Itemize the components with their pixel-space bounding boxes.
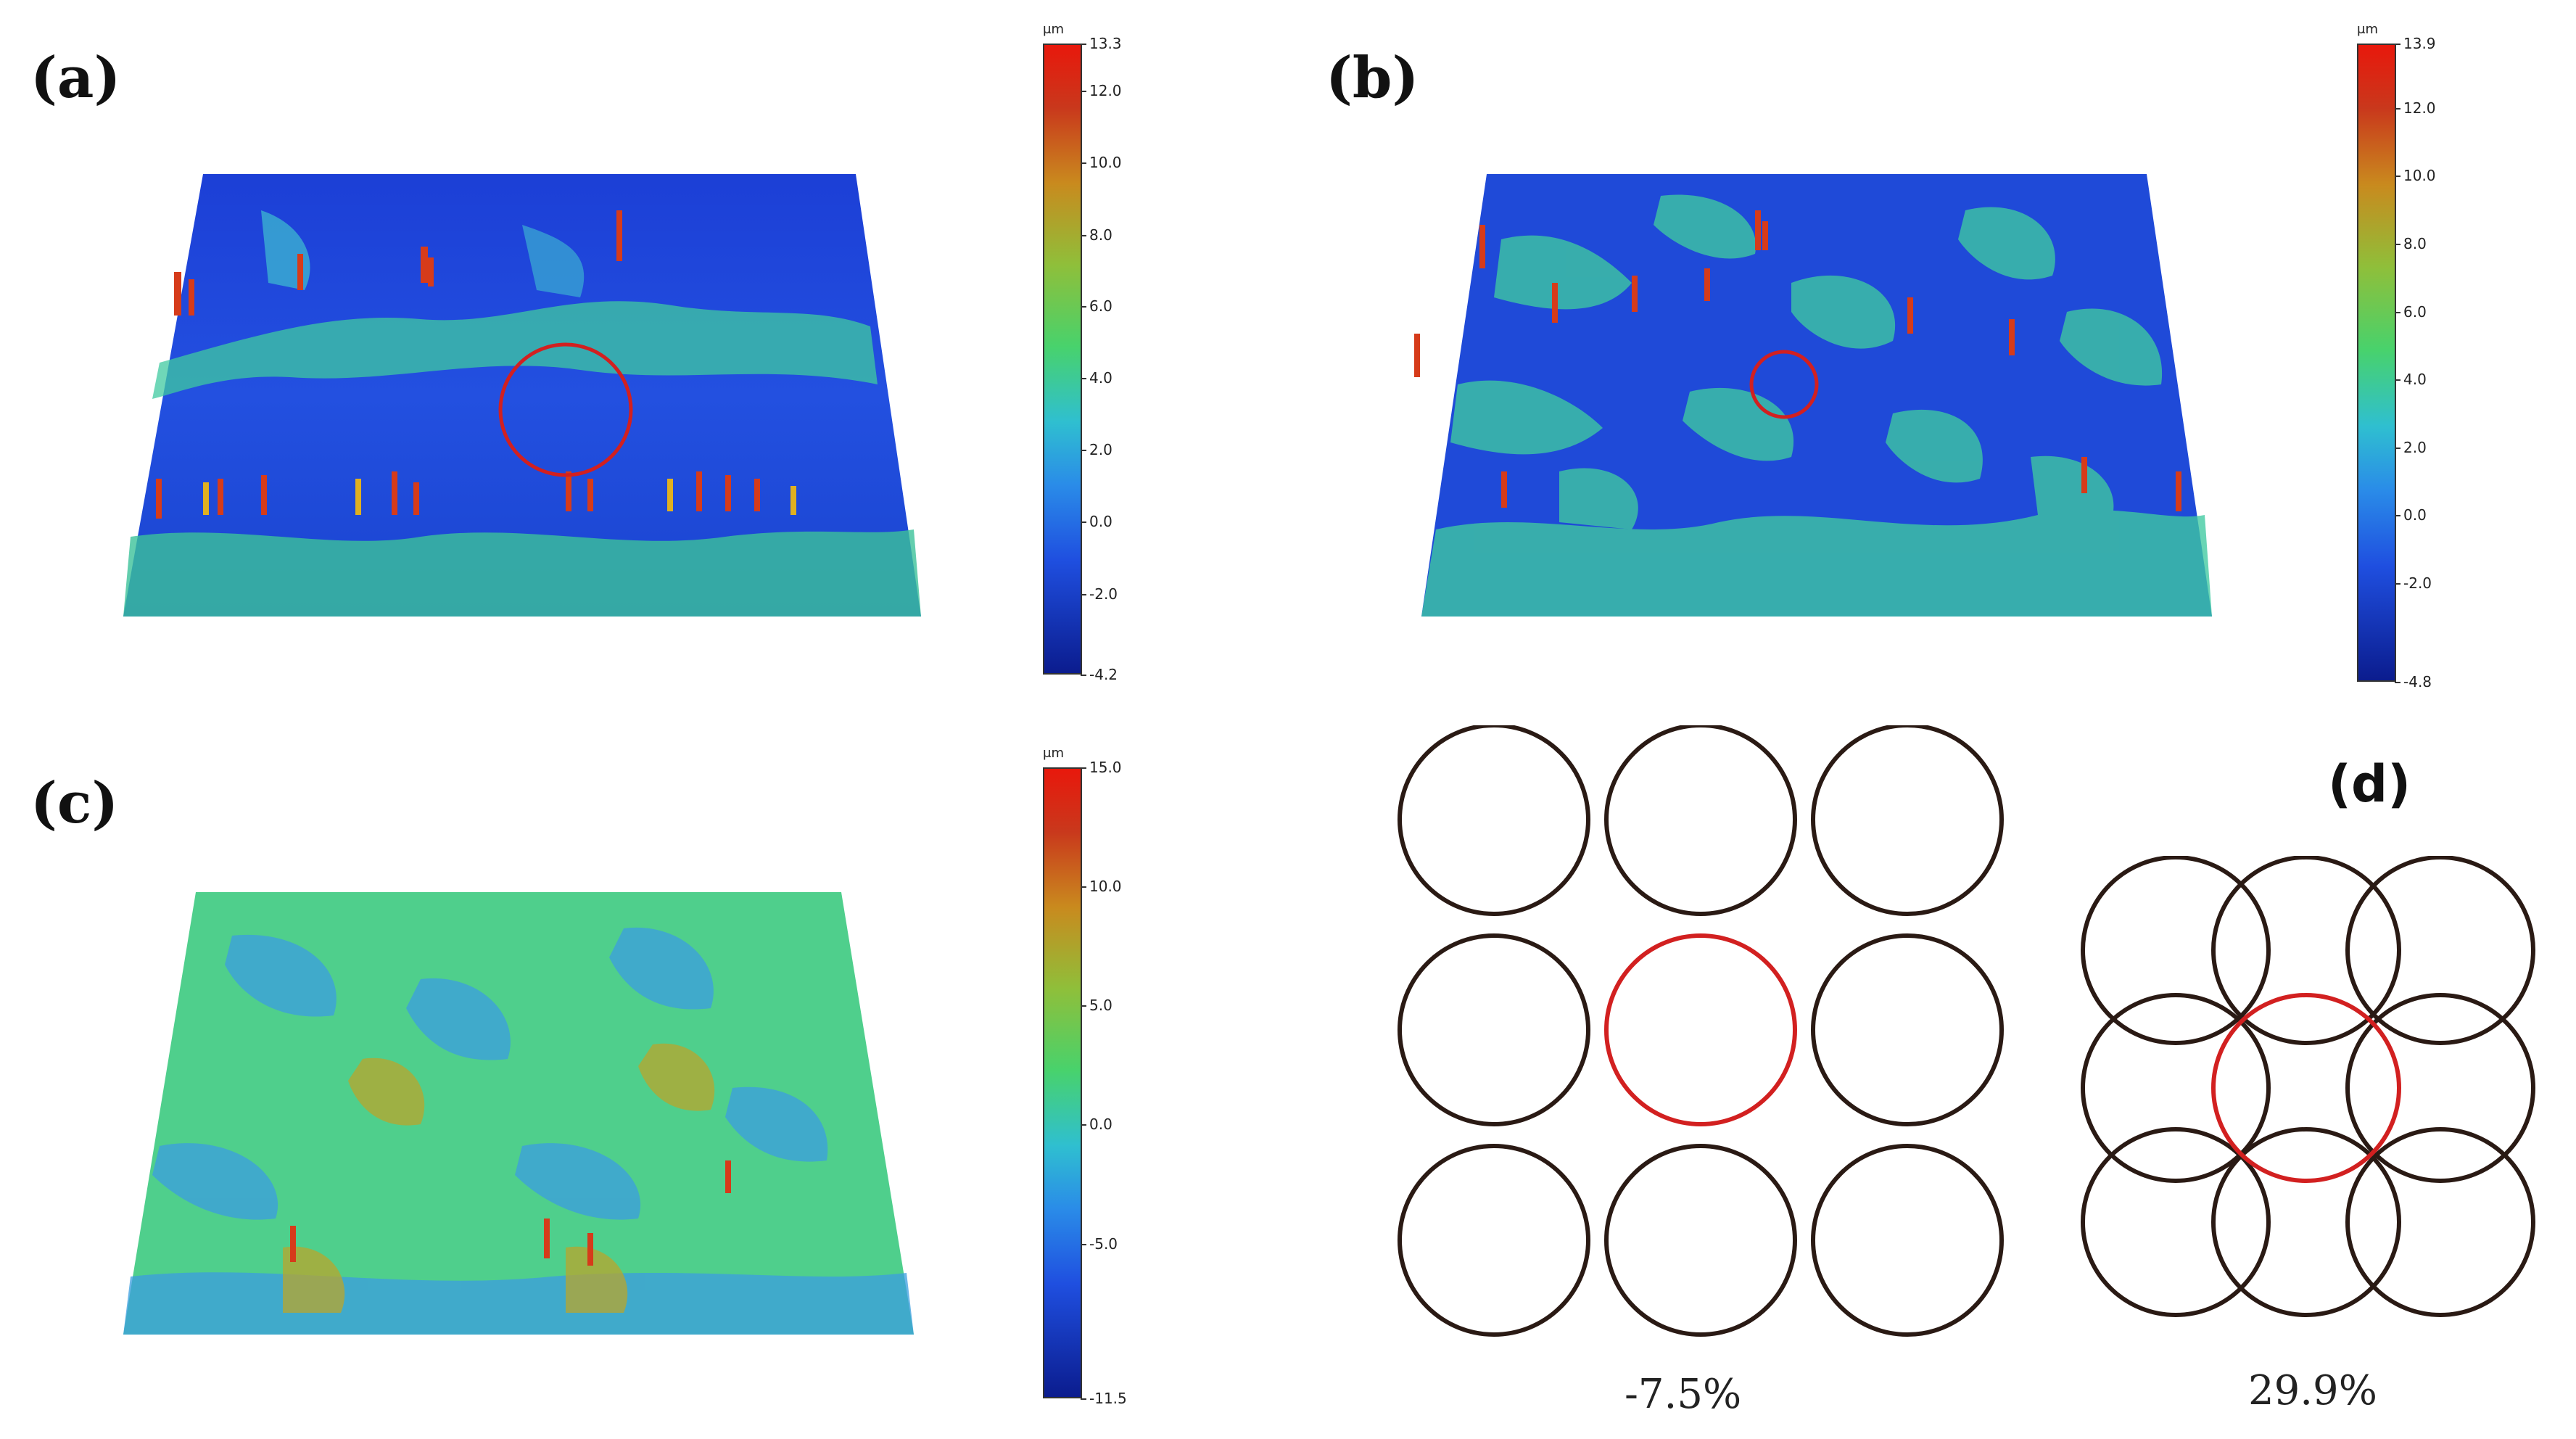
colorbar-tick: 4.0	[1081, 369, 1112, 387]
colorbar-tick: 10.0	[2395, 167, 2436, 185]
packing-circle	[2345, 1127, 2535, 1317]
surface-plot-c	[123, 892, 914, 1335]
panel-label-c: (c)	[30, 770, 119, 836]
colorbar-unit-a: μm	[1043, 22, 1064, 37]
packing-circle	[2211, 1127, 2401, 1317]
colorbar-tick: 10.0	[1081, 154, 1122, 172]
panel-label-b: (b)	[1326, 45, 1419, 111]
overlap-percent-square: -7.5%	[1625, 1371, 1742, 1418]
colorbar-tick: 13.9	[2395, 35, 2436, 52]
colorbar-tick: 2.0	[2395, 439, 2427, 457]
overlap-percent-hex: 29.9%	[2248, 1367, 2377, 1414]
packing-circle	[2081, 856, 2271, 1045]
colorbar-tick: -4.2	[1080, 666, 1118, 683]
overlap-packing-diagram	[2081, 856, 2535, 1317]
colorbar-tick: -2.0	[2394, 574, 2432, 593]
surface-plot-b	[1414, 174, 2212, 617]
colorbar-unit-c: μm	[1043, 746, 1064, 761]
colorbar-tick: 5.0	[1081, 996, 1112, 1014]
colorbar-tick: 12.0	[1081, 82, 1122, 100]
colorbar-tick: 6.0	[1081, 297, 1112, 315]
colorbar-tick: 6.0	[2395, 302, 2427, 321]
colorbar-c: μm 15.0 10.0 5.0 0.0 -5.0 -11.5	[1043, 746, 1173, 1407]
colorbar-tick: 8.0	[1081, 226, 1112, 244]
packing-circle	[1811, 725, 2004, 916]
colorbar-tick: 13.3	[1081, 35, 1122, 52]
colorbar-gradient-c	[1043, 767, 1082, 1398]
packing-circle	[2345, 856, 2535, 1045]
packing-circle	[1604, 725, 1797, 916]
highlight-circle-b	[1749, 350, 1819, 419]
colorbar-gradient-b	[2357, 44, 2396, 682]
colorbar-tick: 12.0	[2395, 99, 2436, 117]
packing-circle	[1604, 1144, 1797, 1337]
packing-circle	[2081, 1127, 2271, 1317]
surface-plot-a	[123, 174, 921, 617]
highlight-circle-square	[1604, 933, 1797, 1126]
colorbar-a: μm 13.3 12.0 10.0 8.0 6.0 4.0 2.0 0.0 -2…	[1043, 22, 1173, 683]
colorbar-tick: 0.0	[1081, 513, 1112, 531]
colorbar-tick: -4.8	[2394, 673, 2432, 690]
colorbar-tick: 0.0	[1081, 1116, 1112, 1134]
colorbar-gradient-a	[1043, 44, 1082, 675]
highlight-circle-overlap	[2211, 993, 2401, 1183]
colorbar-tick: 10.0	[1081, 878, 1122, 896]
packing-circle	[2345, 993, 2535, 1183]
panel-label-d: (d)	[2328, 754, 2411, 814]
colorbar-b: μm 13.9 12.0 10.0 8.0 6.0 4.0 2.0 0.0 -2…	[2357, 22, 2488, 690]
packing-circle	[1811, 1144, 2004, 1337]
colorbar-tick: 15.0	[1081, 759, 1122, 776]
packing-circle	[1811, 933, 2004, 1126]
colorbar-tick: 2.0	[1081, 441, 1112, 459]
square-packing-diagram	[1398, 725, 2004, 1337]
colorbar-tick: -11.5	[1081, 1390, 1127, 1407]
packing-circle	[1398, 1144, 1590, 1337]
colorbar-tick: -5.0	[1080, 1234, 1118, 1253]
packing-circle	[1398, 725, 1590, 916]
colorbar-tick: 8.0	[2395, 235, 2427, 253]
packing-circle	[2081, 993, 2271, 1183]
highlight-circle-a	[498, 342, 633, 477]
panel-label-a: (a)	[30, 45, 121, 111]
packing-circle	[2211, 856, 2401, 1045]
colorbar-tick: -2.0	[1080, 585, 1118, 603]
colorbar-tick: 4.0	[2395, 370, 2427, 388]
colorbar-unit-b: μm	[2357, 22, 2378, 37]
colorbar-tick: 0.0	[2395, 506, 2427, 524]
packing-circle	[1398, 933, 1590, 1126]
